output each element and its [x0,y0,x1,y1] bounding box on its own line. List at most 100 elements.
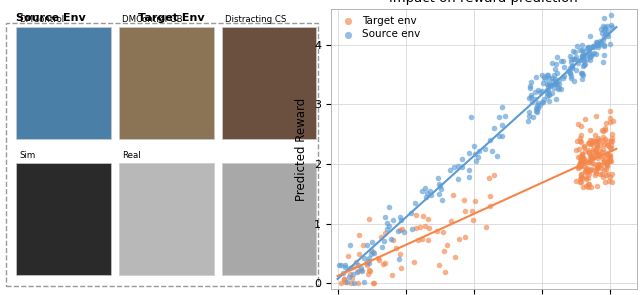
Source env [571,54,581,59]
Target env [580,168,590,173]
Source env [366,248,376,253]
Source env [474,155,484,159]
Source env [529,90,540,94]
Source env [536,73,547,77]
Target env [575,175,586,179]
Source env [566,76,576,81]
Source env [556,58,566,63]
Source env [602,31,612,36]
Source env [544,92,554,97]
Source env [359,279,369,284]
Source env [591,43,602,47]
Target env [346,272,356,276]
Source env [550,97,561,101]
Target env [607,179,617,184]
Source env [597,31,607,36]
Target env [584,160,595,165]
Target env [586,140,596,145]
Source env [554,78,564,83]
Target env [581,175,591,179]
Target env [589,162,600,166]
Source env [541,87,552,92]
Source env [369,250,379,255]
Source env [582,44,593,49]
Target env [606,158,616,163]
Target env [362,263,372,267]
Source env [556,86,566,91]
Target env [582,176,593,181]
Target env [394,227,404,232]
Text: Source Env: Source Env [16,13,86,23]
Source env [552,82,562,87]
Target env [598,135,609,139]
Target env [346,280,356,285]
Source env [575,58,585,63]
Source env [578,52,588,56]
Source env [399,230,409,235]
Source env [524,118,534,123]
Target env [591,171,601,176]
Source env [463,168,474,173]
Target env [601,166,611,171]
Source env [567,63,577,68]
Target env [575,139,585,144]
Source env [524,114,534,119]
Bar [119,27,214,139]
Target env [577,159,588,163]
Source env [524,95,534,100]
Target env [424,225,434,230]
Target env [604,158,614,163]
Target env [586,154,596,159]
Source env [406,211,416,216]
Target env [588,149,598,154]
Target env [605,155,615,160]
Source env [532,103,543,107]
Target env [348,276,358,281]
Source env [345,266,355,271]
Target env [586,154,596,158]
Target env [576,173,586,178]
Target env [592,184,602,189]
Source env [543,92,554,97]
Target env [584,149,594,154]
Target env [413,237,423,242]
Target env [470,199,480,204]
Target env [593,135,603,140]
Source env [575,48,585,53]
Target env [604,178,614,183]
Source env [564,65,575,70]
Target env [343,253,353,258]
Target env [592,165,602,170]
Source env [470,152,480,156]
Target env [600,128,610,133]
Target env [592,166,602,171]
Target env [593,155,603,160]
Source env [577,71,588,76]
Target env [577,175,587,180]
Source env [602,34,612,39]
Source env [577,72,587,76]
Source env [384,205,394,210]
Source env [426,192,436,197]
Target env [376,235,386,240]
Target env [355,252,365,257]
Source env [585,33,595,38]
Source env [542,94,552,98]
Target env [336,281,346,286]
Target env [592,141,602,146]
Text: DMControl: DMControl [19,15,65,24]
Target env [605,119,615,124]
Source env [435,183,445,188]
Target env [590,139,600,143]
Source env [449,164,459,169]
Source env [543,80,554,85]
Target env [484,175,494,180]
Target env [585,158,595,163]
Target env [588,160,598,165]
Source env [572,44,582,48]
Source env [340,263,351,267]
Target env [572,166,582,171]
Source env [364,258,374,263]
Target env [581,166,591,171]
Source env [554,81,564,86]
